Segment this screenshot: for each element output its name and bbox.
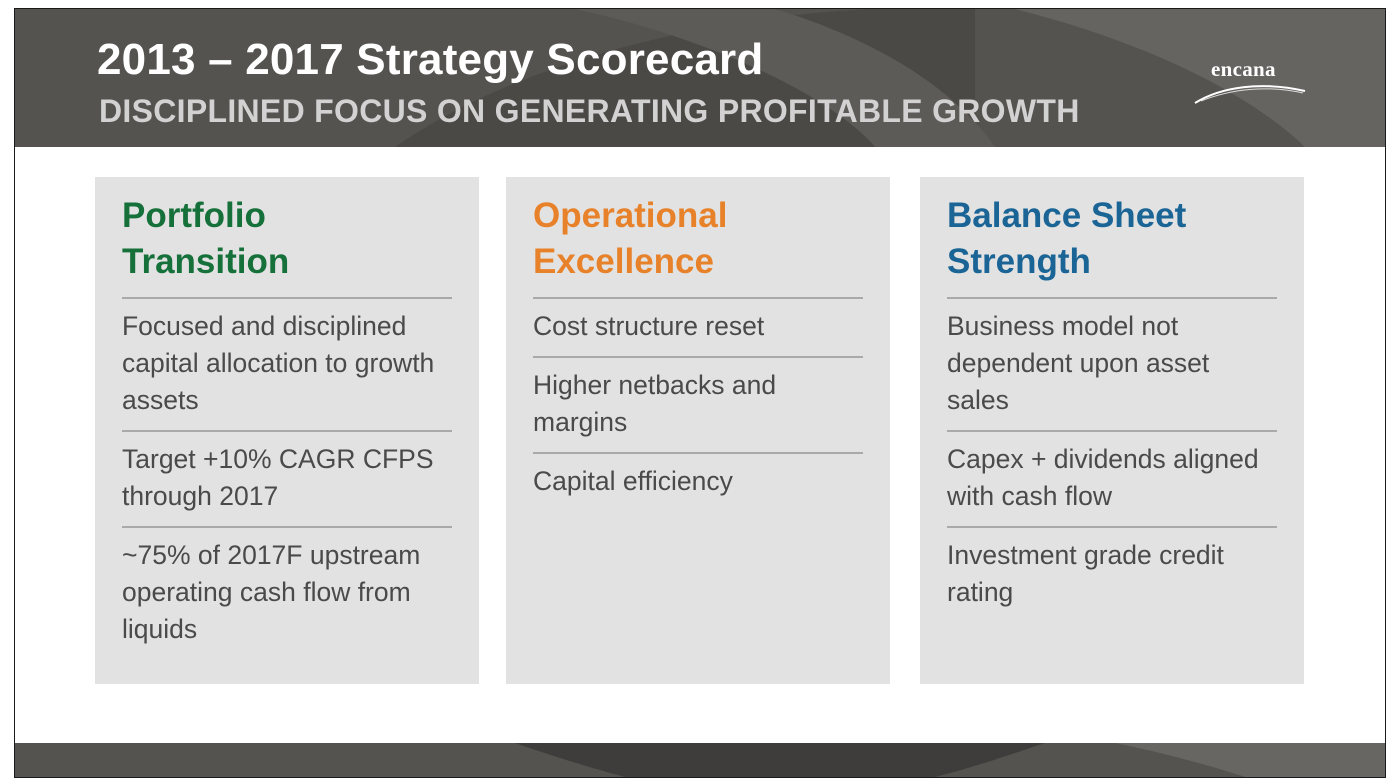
panel-heading-line: Transition (122, 242, 290, 281)
logo-swoosh-icon (1194, 85, 1306, 104)
panel-list: Business model not dependent upon asset … (947, 297, 1277, 622)
slide: 2013 – 2017 Strategy Scorecard DISCIPLIN… (14, 8, 1386, 778)
list-item: Investment grade credit rating (947, 540, 1224, 607)
panel-heading-line: Strength (947, 242, 1091, 281)
list-item: Capital efficiency (533, 466, 733, 496)
list-item: Target +10% CAGR CFPS through 2017 (122, 432, 452, 528)
list-item: Higher netbacks and margins (533, 358, 863, 454)
list-item: Capex + dividends aligned with cash flow (947, 432, 1277, 528)
slide-header: 2013 – 2017 Strategy Scorecard DISCIPLIN… (15, 9, 1385, 147)
encana-logo: encana (1191, 55, 1311, 105)
panel-heading: Operational Excellence (533, 193, 863, 285)
page-title: 2013 – 2017 Strategy Scorecard (97, 35, 764, 84)
panel-balance-sheet-strength: Balance Sheet Strength Business model no… (920, 177, 1304, 684)
list-item: Cost structure reset (533, 299, 863, 358)
panel-heading-line: Operational (533, 196, 728, 235)
panel-heading-line: Portfolio (122, 196, 266, 235)
panel-list: Focused and disciplined capital allocati… (122, 297, 452, 659)
slide-footer (15, 743, 1385, 777)
header-swoosh-decoration (395, 9, 1385, 147)
footer-swoosh-decoration (515, 743, 1385, 777)
list-item: Focused and disciplined capital allocati… (122, 299, 452, 432)
panel-operational-excellence: Operational Excellence Cost structure re… (506, 177, 890, 684)
panel-heading-line: Balance Sheet (947, 196, 1187, 235)
list-item: Business model not dependent upon asset … (947, 299, 1277, 432)
panel-heading-line: Excellence (533, 242, 714, 281)
panel-heading: Balance Sheet Strength (947, 193, 1277, 285)
panel-portfolio-transition: Portfolio Transition Focused and discipl… (95, 177, 479, 684)
logo-wordmark: encana (1211, 57, 1276, 81)
page-subtitle: DISCIPLINED FOCUS ON GENERATING PROFITAB… (99, 93, 1080, 129)
list-item: ~75% of 2017F upstream operating cash fl… (122, 540, 421, 644)
panel-list: Cost structure reset Higher netbacks and… (533, 297, 863, 511)
panel-heading: Portfolio Transition (122, 193, 452, 285)
